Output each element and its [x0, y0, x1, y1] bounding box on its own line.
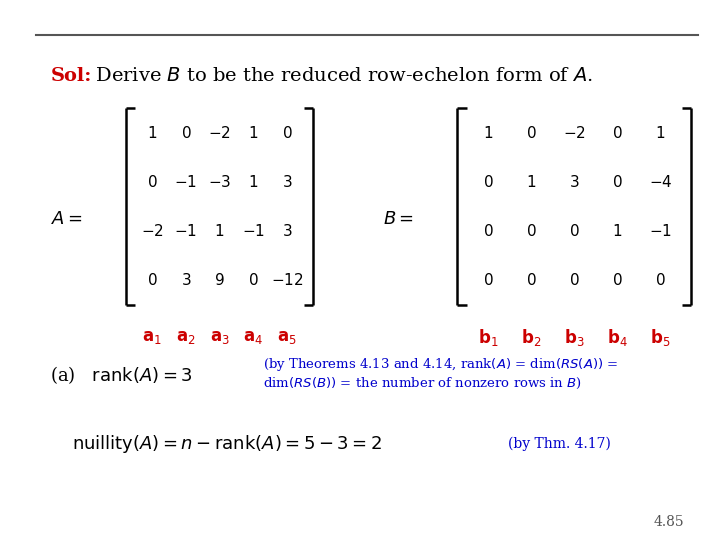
Text: $0$: $0$: [612, 273, 623, 288]
Text: Sol:: Sol:: [50, 66, 91, 85]
Text: $0$: $0$: [526, 125, 536, 140]
Text: $1$: $1$: [215, 223, 225, 239]
Text: $A=$: $A=$: [51, 210, 83, 228]
Text: $1$: $1$: [526, 174, 536, 190]
Text: $\mathbf{a}_4$: $\mathbf{a}_4$: [243, 329, 264, 346]
Text: (by Thm. 4.17): (by Thm. 4.17): [508, 437, 611, 451]
Text: $\mathbf{b}_3$: $\mathbf{b}_3$: [564, 327, 585, 348]
Text: $0$: $0$: [612, 174, 623, 190]
Text: $-3$: $-3$: [208, 174, 231, 190]
Text: $\mathbf{b}_2$: $\mathbf{b}_2$: [521, 327, 541, 348]
Text: $0$: $0$: [612, 125, 623, 140]
Text: $0$: $0$: [147, 174, 158, 190]
Text: $3$: $3$: [282, 174, 292, 190]
Text: $-1$: $-1$: [242, 223, 265, 239]
Text: $1$: $1$: [655, 125, 665, 140]
Text: $\mathbf{a}_3$: $\mathbf{a}_3$: [210, 329, 230, 346]
Text: $0$: $0$: [483, 273, 493, 288]
Text: $0$: $0$: [655, 273, 665, 288]
Text: $-2$: $-2$: [140, 223, 163, 239]
Text: $0$: $0$: [526, 223, 536, 239]
Text: $0$: $0$: [526, 273, 536, 288]
Text: $-1$: $-1$: [649, 223, 672, 239]
Text: $0$: $0$: [181, 125, 192, 140]
Text: $-2$: $-2$: [563, 125, 585, 140]
Text: $0$: $0$: [483, 174, 493, 190]
Text: (a)   $\mathrm{rank}(A) = 3$: (a) $\mathrm{rank}(A) = 3$: [50, 364, 193, 386]
Text: $3$: $3$: [181, 273, 191, 288]
Text: 4.85: 4.85: [653, 515, 684, 529]
Text: $\mathrm{nuillity}(A) = n - \mathrm{rank}(A) = 5 - 3 = 2$: $\mathrm{nuillity}(A) = n - \mathrm{rank…: [72, 433, 382, 455]
Text: Derive $B$ to be the reduced row-echelon form of $A$.: Derive $B$ to be the reduced row-echelon…: [83, 66, 593, 85]
Text: $-4$: $-4$: [649, 174, 672, 190]
Text: $1$: $1$: [612, 223, 622, 239]
Text: (by Theorems 4.13 and 4.14, rank$(A)$ = dim$(RS(A))$ =: (by Theorems 4.13 and 4.14, rank$(A)$ = …: [263, 356, 618, 373]
Text: $1$: $1$: [248, 125, 258, 140]
Text: $\mathbf{b}_4$: $\mathbf{b}_4$: [607, 327, 628, 348]
Text: $-1$: $-1$: [174, 174, 197, 190]
Text: $B=$: $B=$: [383, 210, 414, 228]
Text: $9$: $9$: [215, 273, 225, 288]
Text: $\mathbf{a}_2$: $\mathbf{a}_2$: [176, 329, 196, 346]
Text: $0$: $0$: [483, 223, 493, 239]
Text: $3$: $3$: [282, 223, 292, 239]
Text: $0$: $0$: [147, 273, 158, 288]
Text: $\mathbf{b}_5$: $\mathbf{b}_5$: [650, 327, 670, 348]
Text: $1$: $1$: [248, 174, 258, 190]
Text: $0$: $0$: [282, 125, 292, 140]
Text: $-2$: $-2$: [208, 125, 231, 140]
Text: $-12$: $-12$: [271, 273, 303, 288]
Text: $\mathbf{b}_1$: $\mathbf{b}_1$: [478, 327, 498, 348]
Text: $1$: $1$: [147, 125, 158, 140]
Text: $0$: $0$: [248, 273, 258, 288]
Text: $\mathbf{a}_5$: $\mathbf{a}_5$: [277, 329, 297, 346]
Text: $-1$: $-1$: [174, 223, 197, 239]
Text: dim$(RS(B))$ = the number of nonzero rows in $B$): dim$(RS(B))$ = the number of nonzero row…: [263, 376, 582, 391]
Text: $0$: $0$: [569, 273, 580, 288]
Text: $\mathbf{a}_1$: $\mathbf{a}_1$: [143, 329, 162, 346]
Text: $0$: $0$: [569, 223, 580, 239]
Text: $3$: $3$: [569, 174, 580, 190]
Text: $1$: $1$: [483, 125, 493, 140]
